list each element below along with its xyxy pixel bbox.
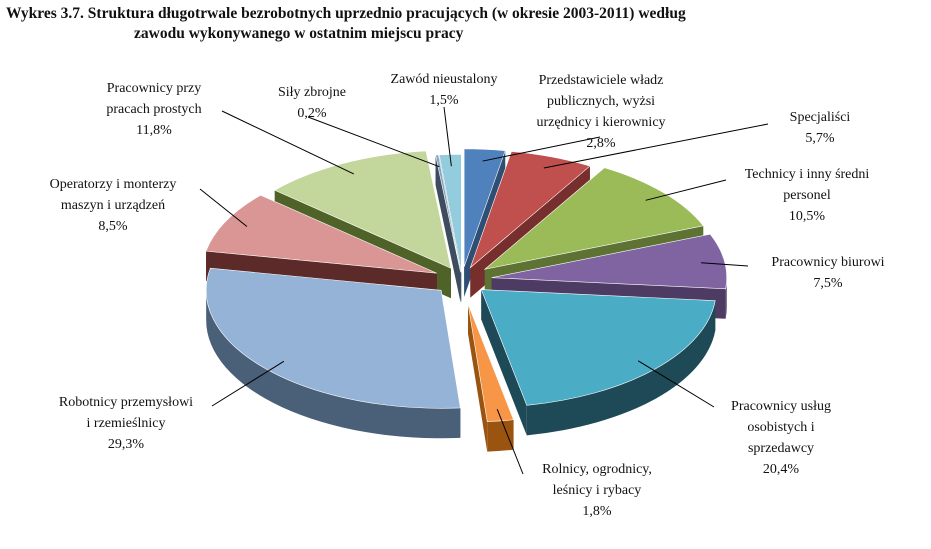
slice-label: Pracownicy biurowi 7,5% [771,255,884,291]
leader-line [482,136,601,162]
pie-slice [467,303,514,452]
slice-value-label: 11,8% [136,123,172,138]
pie-slice [480,289,716,436]
slice-value-label: 0,2% [297,106,327,121]
slice-value-label: 20,4% [763,462,800,477]
leader-line [221,110,354,175]
slice-label: Specjaliści 5,7% [790,110,851,146]
slice-value-label: 1,8% [582,504,612,519]
leader-line [637,360,715,408]
slice-value-label: 7,5% [813,276,843,291]
pie-slice-top [491,233,727,290]
pie-slices [205,148,727,452]
pie-slice-top [483,167,704,270]
pie-slice-wall [481,289,527,436]
slice-value-label: 29,3% [108,437,145,452]
slice-label: Robotnicy przemysłowi i rzemieślnicy 29,3% [59,395,193,452]
slice-name-label: Robotnicy przemysłowi [59,395,193,410]
slice-value-label: 10,5% [789,209,826,224]
pie-slice-top [463,148,506,267]
chart-title-line-1: Wykres 3.7. Struktura długotrwale bezrob… [6,5,686,22]
pie-slice-top [467,303,514,422]
pie-slice-top [205,194,437,274]
slice-name-label: leśnicy i rybacy [553,483,642,498]
leader-line [211,360,285,407]
leader-line [543,123,769,169]
slice-name-label: i rzemieślnicy [87,416,166,431]
slice-name-label: Pracownicy przy [107,81,201,96]
pie-slice-wall [468,303,488,452]
slice-name-label: maszyn i urządzeń [61,198,165,213]
slice-name-label: publicznych, wyżsi [547,94,655,109]
slice-labels: Przedstawiciele władz publicznych, wyżsi u… [50,72,885,519]
slice-value-label: 8,5% [98,219,128,234]
slice-label: Operatorzy i monterzy maszyn i urządzeń 8,… [50,177,177,234]
slice-name-label: sprzedawcy [748,441,814,456]
pie-slice-top [205,267,461,409]
pie-slice-top [274,150,452,269]
slice-label: Pracownicy usług osobistych i sprzedawcy 20… [731,399,831,477]
slice-name-label: urzędnicy i kierownicy [536,115,665,130]
slice-name-label: Specjaliści [790,110,851,125]
slice-value-label: 5,7% [805,131,835,146]
slice-name-label: Pracownicy usług [731,399,831,414]
chart-title-line-2: zawodu wykonywanego w ostatnim miejscu p… [134,25,464,42]
pie-slice-side [487,419,514,452]
slice-label: Pracownicy przy pracach prostych 11,8% [106,81,201,138]
pie-slice-side [526,300,716,436]
slice-name-label: Operatorzy i monterzy [50,177,177,192]
slice-label: Zawód nieustalony 1,5% [391,72,498,108]
slice-label: Technicy i inny średni personel 10,5% [745,167,870,224]
slice-label: Rolnicy, ogrodnicy, leśnicy i rybacy 1,8% [542,462,652,519]
slice-value-label: 2,8% [586,136,616,151]
leader-line [645,179,727,201]
leader-line [496,408,524,475]
slice-name-label: Siły zbrojne [278,85,346,100]
leader-lines [199,106,769,475]
leader-line [443,106,452,167]
slice-name-label: Rolnicy, ogrodnicy, [542,462,652,477]
slice-name-label: Zawód nieustalony [391,72,498,87]
slice-name-label: Technicy i inny średni [745,167,870,182]
pie-slice-side [206,290,461,439]
slice-value-label: 1,5% [429,93,459,108]
leader-line [199,188,248,227]
leader-line [701,262,749,267]
slice-name-label: osobistych i [747,420,814,435]
slice-name-label: personel [783,188,831,203]
pie-slice-top [469,151,591,269]
slice-name-label: Przedstawiciele władz [539,73,664,88]
slice-name-label: pracach prostych [106,102,201,117]
pie-slice-top [435,154,461,273]
pie-slice [435,154,461,303]
slice-label: Przedstawiciele władz publicznych, wyżsi u… [536,73,665,151]
slice-label: Siły zbrojne 0,2% [278,85,346,121]
pie-slice-top [480,289,716,406]
leader-line [307,116,440,168]
pie-slice [205,267,461,439]
slice-name-label: Pracownicy biurowi [771,255,884,270]
